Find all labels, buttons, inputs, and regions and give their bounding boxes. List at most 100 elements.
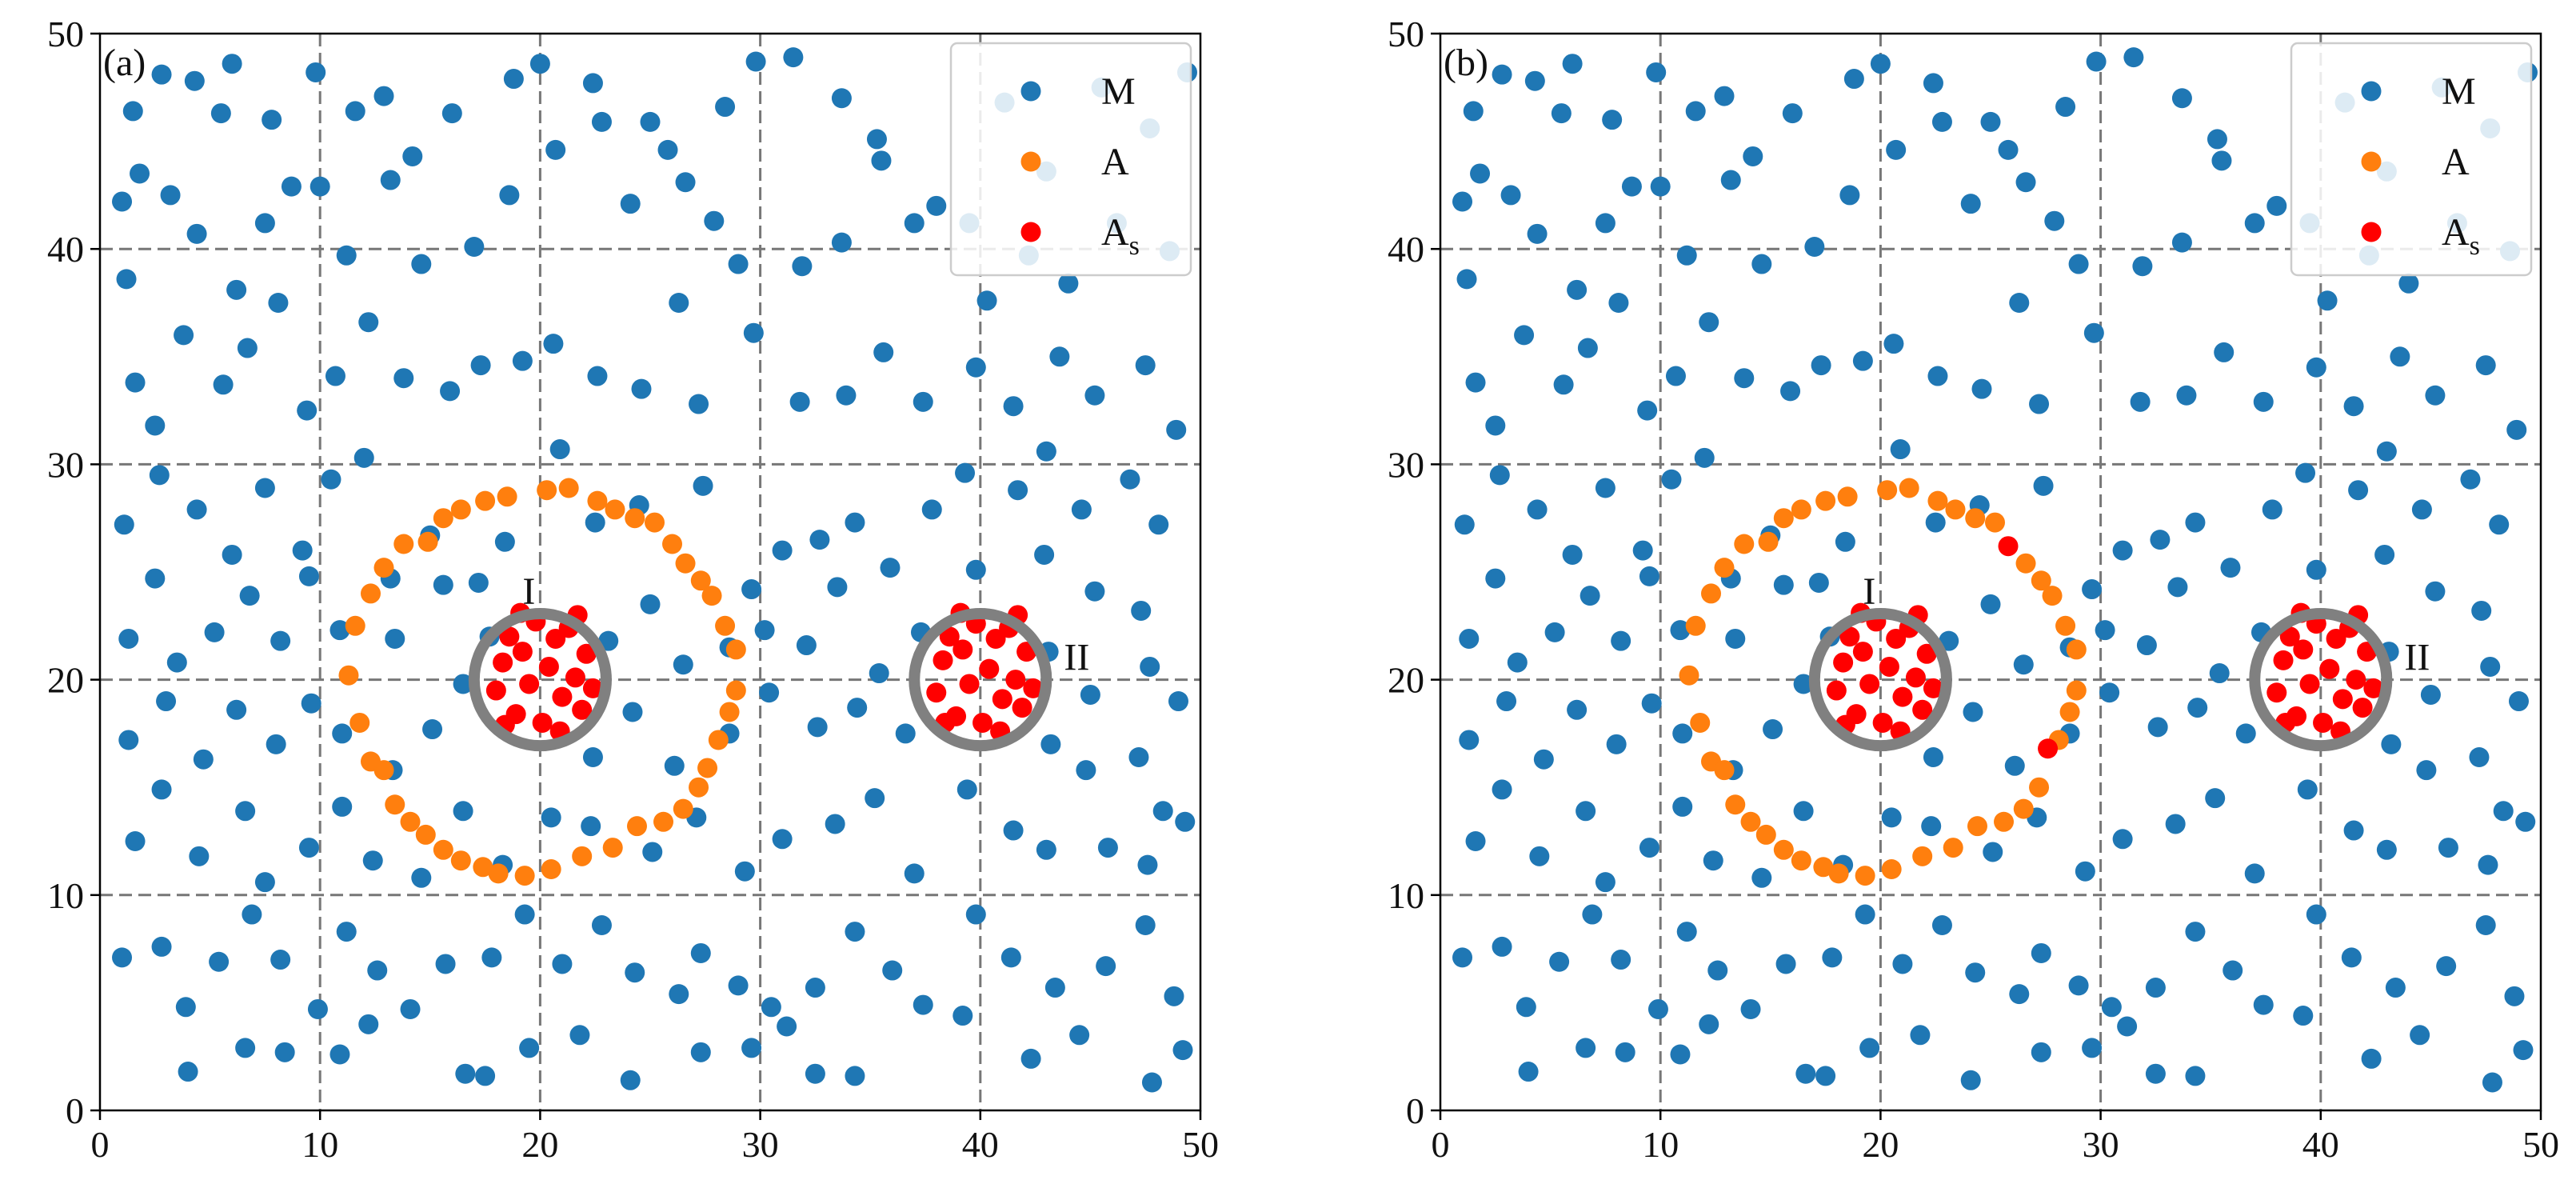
point-a xyxy=(1828,863,1849,884)
point-a xyxy=(1877,480,1898,501)
point-m xyxy=(116,269,137,290)
point-m xyxy=(1971,378,1992,399)
point-m xyxy=(411,254,432,274)
point-a xyxy=(2066,639,2087,660)
point-m xyxy=(1641,693,1662,714)
point-m xyxy=(222,54,242,74)
point-m xyxy=(1676,922,1697,942)
point-m xyxy=(145,415,166,436)
point-m xyxy=(2244,213,2265,234)
x-tick-label: 0 xyxy=(91,1124,110,1165)
point-a-s xyxy=(2346,670,2366,690)
legend-box xyxy=(949,42,1192,277)
point-m xyxy=(193,749,214,770)
point-m xyxy=(1452,191,1473,212)
point-m xyxy=(262,110,282,130)
point-m xyxy=(242,904,262,925)
point-a xyxy=(602,838,623,858)
point-m xyxy=(329,620,350,641)
point-m xyxy=(913,391,933,412)
x-tick-label: 50 xyxy=(1182,1124,1219,1165)
point-a-s xyxy=(576,643,597,664)
point-a-s xyxy=(972,712,993,733)
point-m xyxy=(321,469,341,490)
point-a-s xyxy=(992,689,1012,710)
region-circle-i xyxy=(468,608,612,752)
point-m xyxy=(2343,396,2364,417)
point-m xyxy=(965,904,986,925)
point-m xyxy=(1646,62,1667,82)
point-a xyxy=(1740,811,1761,832)
point-a-s xyxy=(1012,698,1032,718)
point-a xyxy=(605,499,625,520)
y-tick-label: 30 xyxy=(47,444,84,485)
legend-marker-1 xyxy=(2361,151,2382,172)
point-m xyxy=(1694,447,1715,468)
point-a-s xyxy=(985,628,1006,649)
point-m xyxy=(1003,396,1024,417)
point-m xyxy=(1096,956,1116,977)
point-a xyxy=(1685,615,1706,636)
point-m xyxy=(1496,691,1517,712)
point-m xyxy=(1562,544,1583,565)
point-a-s xyxy=(2363,678,2384,698)
legend-marker-0 xyxy=(1020,81,1041,102)
legend-label-0: M xyxy=(1101,70,1136,113)
point-m xyxy=(675,172,696,193)
point-m xyxy=(1465,372,1486,393)
point-m xyxy=(2262,499,2282,520)
point-m xyxy=(1137,854,1158,875)
point-m xyxy=(441,103,462,124)
point-m xyxy=(455,1063,476,1084)
legend-subscript: s xyxy=(2470,231,2480,261)
point-m xyxy=(222,544,242,565)
point-m xyxy=(1983,842,2003,862)
point-m xyxy=(1965,962,1986,983)
y-tick-label: 20 xyxy=(1388,660,1424,701)
point-m xyxy=(2004,755,2025,776)
point-a-s xyxy=(538,656,559,677)
point-m xyxy=(1773,574,1794,595)
point-m xyxy=(2055,97,2076,118)
point-m xyxy=(2381,734,2402,754)
point-m xyxy=(1822,947,1843,968)
point-m xyxy=(965,357,986,378)
point-m xyxy=(754,620,775,641)
point-m xyxy=(1661,469,1682,490)
point-m xyxy=(836,385,857,406)
point-m xyxy=(2436,956,2457,977)
point-m xyxy=(266,734,286,754)
point-a-s xyxy=(926,682,947,703)
point-m xyxy=(175,997,196,1018)
data-points xyxy=(112,47,1197,1093)
point-m xyxy=(373,86,394,106)
point-m xyxy=(669,293,689,313)
point-m xyxy=(957,779,977,800)
point-a xyxy=(689,777,709,798)
x-tick-label: 40 xyxy=(2302,1124,2339,1165)
point-m xyxy=(845,922,865,942)
point-a-s xyxy=(2279,626,2300,647)
point-m xyxy=(1485,415,1506,436)
point-a xyxy=(1855,866,1875,886)
point-m xyxy=(2253,994,2274,1015)
point-m xyxy=(453,801,473,822)
point-m xyxy=(235,1038,256,1058)
point-a xyxy=(338,665,359,686)
point-m xyxy=(1793,801,1814,822)
point-a xyxy=(2029,777,2050,798)
point-a xyxy=(1734,534,1755,554)
point-a xyxy=(715,615,736,636)
point-m xyxy=(2176,385,2197,406)
point-m xyxy=(1465,831,1486,851)
region-circle-i xyxy=(1808,608,1952,752)
point-m xyxy=(380,170,401,190)
point-m xyxy=(130,163,150,184)
point-m xyxy=(866,129,887,150)
point-m xyxy=(1080,684,1100,705)
point-m xyxy=(2411,499,2432,520)
point-a xyxy=(1714,760,1735,781)
point-a-s xyxy=(1839,626,1860,647)
point-m xyxy=(2489,514,2510,535)
point-m xyxy=(1923,73,1943,94)
